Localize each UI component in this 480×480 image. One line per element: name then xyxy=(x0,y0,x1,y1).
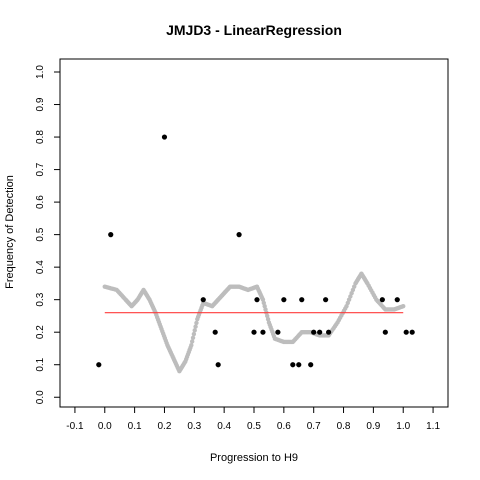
y-tick-label: 0.8 xyxy=(35,130,46,144)
observed-point xyxy=(311,329,317,335)
smoothed-point xyxy=(193,324,198,329)
observed-point xyxy=(326,329,332,335)
observed-point xyxy=(299,297,305,303)
observed-point xyxy=(96,362,102,368)
observed-point xyxy=(296,362,302,368)
observed-point xyxy=(108,232,114,238)
x-tick-label: 0.2 xyxy=(158,421,172,432)
x-axis-label: Progression to H9 xyxy=(210,452,298,464)
plot-area: -0.1 0.0 0.1 0.2 0.3 0.4 0.5 0.6 0.7 0.8 0.9 1.0 1.1… xyxy=(35,58,449,432)
y-tick-label: 0.1 xyxy=(35,357,46,371)
observed-point xyxy=(308,362,314,368)
observed-point xyxy=(212,329,218,335)
observed-point xyxy=(254,297,260,303)
observed-point xyxy=(161,134,168,140)
y-tick-label: 0.9 xyxy=(35,97,46,111)
x-tick-label: 0.6 xyxy=(277,421,291,432)
y-tick-label: 1.0 xyxy=(35,65,46,79)
observed-point xyxy=(403,329,409,335)
x-tick-label: 0.5 xyxy=(247,421,261,432)
x-tick-label: 1.1 xyxy=(426,421,440,432)
observed-point xyxy=(260,329,266,335)
x-tick-label: -0.1 xyxy=(66,421,84,432)
x-tick-label: 0.7 xyxy=(307,421,321,432)
observed-point xyxy=(382,329,388,335)
smoothed-point xyxy=(189,343,194,348)
x-tick-label: 0.3 xyxy=(187,421,201,432)
observed-point xyxy=(281,297,287,303)
y-tick-label: 0.2 xyxy=(35,325,46,339)
y-tick-label: 0.6 xyxy=(35,195,46,209)
y-tick-label: 0.5 xyxy=(35,227,46,241)
observed-point xyxy=(379,297,385,303)
x-tick-label: 1.0 xyxy=(396,421,410,432)
x-tick-label: 0.4 xyxy=(217,421,231,432)
observed-point xyxy=(409,329,415,335)
smoothed-point xyxy=(401,303,406,309)
observed-point xyxy=(215,362,221,368)
y-tick-label: 0.3 xyxy=(35,292,46,306)
observed-point xyxy=(290,362,296,368)
x-tick-label: 0.1 xyxy=(128,421,142,432)
y-axis-label: Frequency of Detection xyxy=(4,175,16,289)
observed-point xyxy=(200,297,206,303)
smoothed-point xyxy=(192,328,197,333)
chart-title: JMJD3 - LinearRegression xyxy=(166,22,342,38)
observed-point xyxy=(317,329,323,335)
observed-point xyxy=(251,329,257,335)
observed-point xyxy=(323,297,329,303)
y-tick-label: 0.7 xyxy=(35,162,46,176)
smoothed-point xyxy=(194,320,199,326)
smoothed-point xyxy=(189,339,195,344)
x-tick-label: 0.0 xyxy=(98,421,112,432)
observed-point xyxy=(275,329,281,335)
observed-point xyxy=(236,232,242,238)
y-tick-label: 0.0 xyxy=(35,390,46,404)
smoothed-point xyxy=(191,331,197,337)
plot-frame xyxy=(59,58,449,408)
observed-point xyxy=(394,297,400,303)
x-tick-label: 0.9 xyxy=(366,421,380,432)
x-tick-label: 0.8 xyxy=(337,421,351,432)
y-tick-label: 0.4 xyxy=(35,260,46,274)
smoothed-point xyxy=(190,335,196,340)
